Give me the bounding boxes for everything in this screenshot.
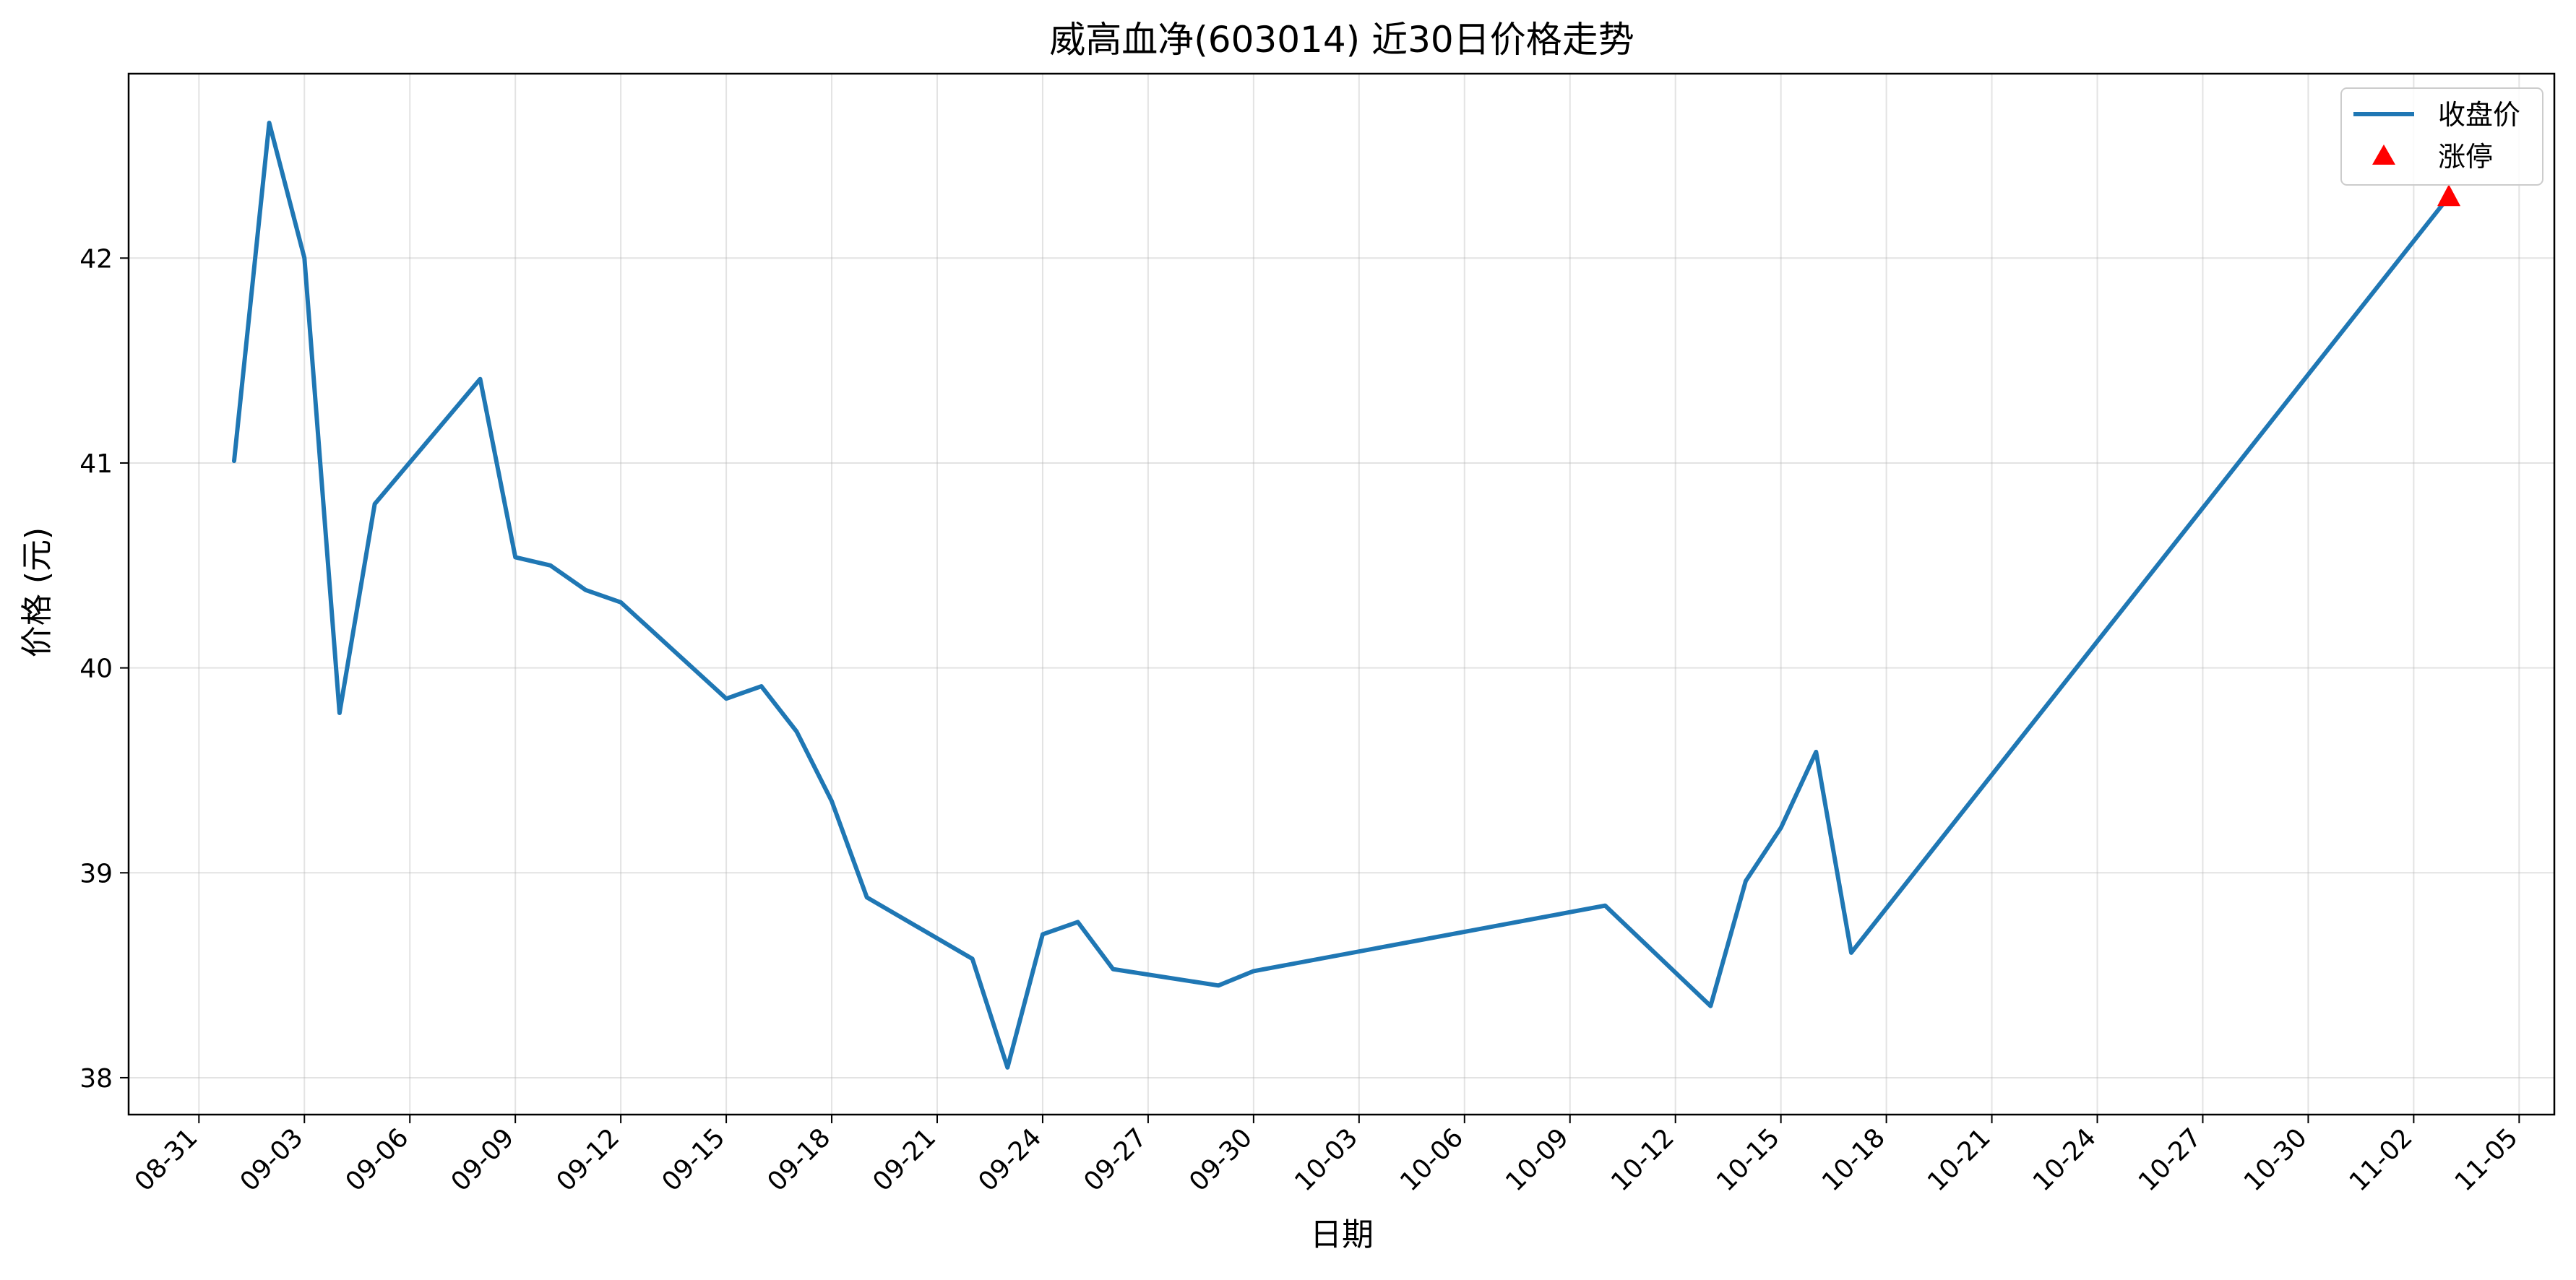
plot-frame bbox=[127, 72, 2556, 1116]
close-price-point bbox=[584, 588, 587, 592]
close-price-point bbox=[1779, 826, 1783, 829]
close-price-point bbox=[830, 799, 834, 803]
close-price-point bbox=[970, 957, 974, 961]
close-price-point bbox=[337, 712, 341, 715]
close-price-point bbox=[619, 600, 623, 604]
chart-title: 威高血净(603014) 近30日价格走势 bbox=[1049, 19, 1634, 61]
close-price-point bbox=[1744, 879, 1747, 883]
legend: 收盘价 涨停 bbox=[2340, 87, 2543, 186]
y-axis-ticks: 38 39 40 41 42 bbox=[79, 244, 129, 1094]
close-price-point bbox=[1217, 984, 1220, 987]
close-price-point bbox=[373, 502, 376, 506]
grid-lines bbox=[129, 74, 2554, 1115]
close-price-point bbox=[725, 697, 728, 701]
close-price-point bbox=[1709, 1004, 1713, 1008]
close-price-point bbox=[1849, 951, 1853, 954]
close-price-point bbox=[232, 459, 236, 463]
close-price-point bbox=[1111, 967, 1115, 971]
close-price-point bbox=[478, 377, 482, 381]
legend-entry-close: 收盘价 bbox=[2438, 99, 2520, 131]
y-tick-label: 42 bbox=[79, 244, 113, 274]
y-tick-label: 39 bbox=[79, 859, 113, 888]
close-price-point bbox=[303, 256, 306, 260]
x-axis-label: 日期 bbox=[1310, 1216, 1374, 1253]
close-price-point bbox=[1252, 969, 1255, 973]
close-price-point bbox=[1814, 750, 1818, 753]
close-price-point bbox=[267, 121, 271, 125]
legend-entry-limit-up: 涨停 bbox=[2438, 141, 2493, 173]
close-price-point bbox=[795, 730, 798, 733]
close-price-point bbox=[514, 555, 517, 559]
y-tick-label: 38 bbox=[79, 1064, 113, 1094]
close-price-point bbox=[1076, 920, 1080, 924]
limit-up-marker bbox=[2437, 184, 2461, 207]
close-price-point bbox=[1041, 933, 1044, 936]
close-price-point bbox=[1006, 1065, 1009, 1069]
y-tick-label: 41 bbox=[79, 449, 113, 479]
series-layer bbox=[232, 121, 2461, 1070]
y-tick-label: 40 bbox=[79, 654, 113, 684]
close-price-point bbox=[1603, 904, 1607, 907]
close-price-point bbox=[865, 896, 869, 899]
close-price-point bbox=[548, 563, 552, 567]
y-axis-label: 价格 (元) bbox=[19, 527, 56, 657]
legend-triangle-swatch bbox=[2372, 144, 2395, 165]
close-price-point bbox=[759, 685, 763, 688]
